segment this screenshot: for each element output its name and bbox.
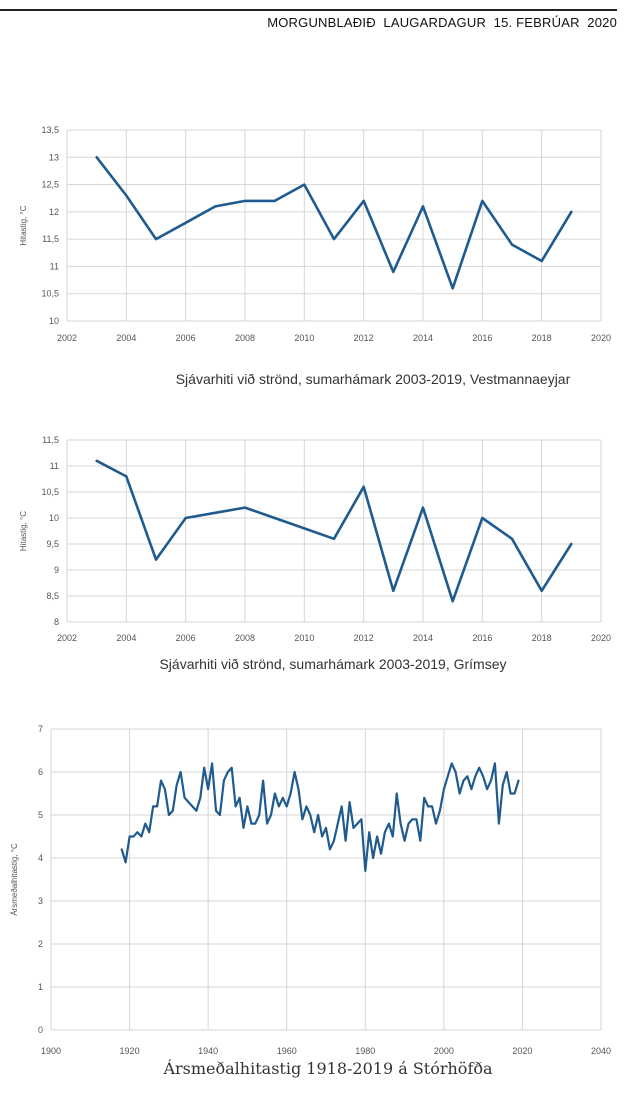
y-tick-label: 12	[49, 207, 59, 217]
x-tick-label: 2040	[591, 1046, 611, 1056]
chart-storhofdi: 0 1 2 3 4 5 6 7 1900 1920 1940 1960 1980 2000 2020 2040…	[10, 724, 611, 1078]
y-axis-label: Hitastig, °C	[19, 511, 28, 551]
y-tick-label: 8,5	[46, 591, 59, 601]
y-axis-label: Hitastig, °C	[19, 205, 28, 245]
x-tick-label: 2016	[472, 633, 492, 643]
x-tick-label: 2020	[512, 1046, 532, 1056]
chart-grimsey: 8 8,5 9 9,5 10 10,5 11 11,5 2002 2004 2006 2008 2010…	[19, 435, 611, 672]
x-tick-label: 2006	[176, 633, 196, 643]
x-tick-label: 2020	[591, 333, 611, 343]
header-rule	[0, 9, 617, 11]
chart-vestmannaeyjar: 10 10,5 11 11,5 12 12,5 13 13,5 2002 2004 2006 2008…	[19, 125, 611, 387]
masthead: MORGUNBLAÐIÐ LAUGARDAGUR 15. FEBRÚAR 202…	[267, 15, 617, 30]
x-tick-label: 2004	[116, 633, 136, 643]
x-tick-label: 2004	[116, 333, 136, 343]
y-tick-label: 5	[38, 810, 43, 820]
x-tick-label: 1980	[355, 1046, 375, 1056]
x-tick-label: 2018	[532, 333, 552, 343]
x-tick-label: 2012	[354, 333, 374, 343]
y-tick-label: 10,5	[41, 487, 59, 497]
chart-caption: Ársmeðalhitastig 1918-2019 á Stórhöfða	[162, 1058, 493, 1078]
chart-caption: Sjávarhiti við strönd, sumarhámark 2003-…	[159, 656, 506, 672]
x-tick-label: 2014	[413, 333, 433, 343]
y-tick-label: 10	[49, 513, 59, 523]
y-tick-label: 11	[50, 261, 59, 271]
y-tick-label: 3	[38, 896, 43, 906]
y-tick-label: 13,5	[41, 125, 59, 135]
y-tick-label: 9,5	[46, 539, 59, 549]
x-tick-label: 1940	[198, 1046, 218, 1056]
y-tick-label: 6	[38, 767, 43, 777]
y-tick-label: 12,5	[41, 180, 59, 190]
x-tick-label: 1900	[41, 1046, 61, 1056]
y-tick-label: 0	[38, 1025, 43, 1035]
x-tick-label: 2006	[176, 333, 196, 343]
y-tick-label: 11,5	[42, 234, 59, 244]
y-tick-label: 10,5	[41, 289, 59, 299]
x-tick-label: 1920	[120, 1046, 140, 1056]
x-tick-label: 1960	[277, 1046, 297, 1056]
y-tick-label: 2	[38, 939, 43, 949]
y-tick-label: 4	[38, 853, 43, 863]
x-tick-label: 2002	[57, 333, 77, 343]
x-tick-label: 2014	[413, 633, 433, 643]
series-line	[95, 459, 573, 603]
y-tick-label: 11,5	[42, 435, 59, 445]
x-tick-label: 2000	[434, 1046, 454, 1056]
x-tick-label: 2010	[294, 633, 314, 643]
x-tick-label: 2008	[235, 633, 255, 643]
y-tick-label: 10	[49, 316, 59, 326]
x-tick-label: 2008	[235, 333, 255, 343]
y-tick-label: 11	[50, 461, 59, 471]
x-tick-label: 2012	[354, 633, 374, 643]
x-tick-label: 2018	[532, 633, 552, 643]
x-tick-label: 2016	[472, 333, 492, 343]
series-line	[120, 762, 520, 872]
y-tick-label: 1	[38, 982, 43, 992]
y-tick-label: 13	[49, 152, 59, 162]
y-tick-label: 9	[54, 565, 59, 575]
y-tick-label: 8	[54, 617, 59, 627]
x-tick-label: 2020	[591, 633, 611, 643]
x-tick-label: 2010	[294, 333, 314, 343]
series-line	[95, 155, 573, 290]
y-tick-label: 7	[38, 724, 43, 734]
y-axis-label: Ársmeðalhitastig, °C	[10, 843, 19, 916]
x-tick-label: 2002	[57, 633, 77, 643]
chart-caption: Sjávarhiti við strönd, sumarhámark 2003-…	[176, 371, 571, 387]
